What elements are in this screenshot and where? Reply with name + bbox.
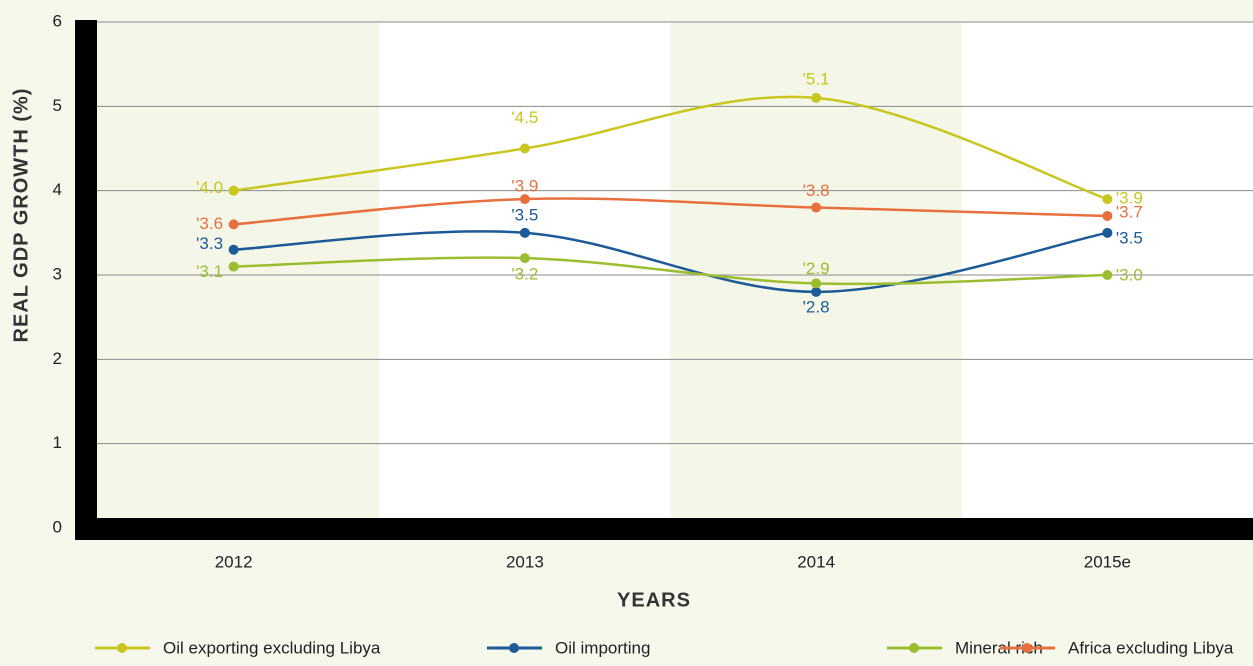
legend-dot [509, 643, 519, 653]
value-label: '3.0 [1116, 265, 1143, 284]
value-label: '3.5 [1116, 228, 1143, 247]
value-label: '2.9 [803, 259, 830, 278]
point [519, 194, 530, 205]
value-label: '3.6 [196, 214, 223, 233]
value-label: '3.9 [1116, 189, 1143, 208]
y-tick-label: 4 [53, 180, 62, 199]
y-tick-label: 5 [53, 96, 62, 115]
value-label: '3.3 [196, 234, 223, 253]
point [1102, 270, 1113, 280]
value-label: '3.9 [511, 177, 538, 196]
value-label: '2.8 [803, 297, 830, 316]
series-line [233, 230, 1108, 294]
point [811, 286, 822, 297]
point [1102, 227, 1113, 238]
x-tick-label: 2012 [215, 552, 253, 571]
value-label: '3.8 [803, 181, 830, 200]
point [519, 143, 530, 154]
x-tick-label: 2013 [506, 552, 544, 571]
x-axis-title: YEARS [617, 589, 691, 611]
legend-label: Oil importing [555, 638, 650, 657]
point [228, 244, 239, 255]
x-axis-bar [75, 518, 1253, 540]
point [811, 202, 822, 213]
series-line [233, 95, 1108, 201]
y-tick-label: 2 [53, 349, 62, 368]
value-label: '3.1 [196, 262, 223, 281]
point [811, 278, 822, 289]
x-tick-label: 2014 [797, 552, 835, 571]
legend-dot [1022, 643, 1032, 653]
value-label: '3.7 [1116, 202, 1143, 221]
legend-dot [117, 643, 127, 653]
legend-dot [909, 643, 919, 653]
y-tick-label: 0 [53, 517, 62, 536]
y-tick-label: 1 [53, 433, 62, 452]
point [811, 92, 822, 103]
point [519, 227, 530, 238]
value-label: '4.0 [196, 178, 223, 197]
series-line [233, 197, 1108, 226]
point [1102, 210, 1113, 221]
value-label: '4.5 [511, 108, 538, 127]
point [228, 185, 239, 196]
legend-label: Africa excluding Libya [1068, 638, 1234, 657]
y-tick-label: 6 [53, 11, 62, 30]
value-label: '5.1 [803, 69, 830, 88]
x-tick-label: 2015e [1084, 552, 1131, 571]
y-axis-bar [75, 20, 97, 540]
legend-label: Oil exporting excluding Libya [163, 638, 381, 657]
y-axis-title: REAL GDP GROWTH (%) [10, 88, 32, 343]
y-tick-label: 3 [53, 264, 62, 283]
point [1102, 194, 1113, 205]
value-label: '3.2 [511, 265, 538, 284]
legend-label: Mineral rich [955, 638, 1043, 657]
point [228, 261, 239, 272]
point [519, 253, 530, 264]
point [228, 219, 239, 230]
series-line [233, 256, 1108, 286]
value-label: '3.5 [511, 205, 538, 224]
